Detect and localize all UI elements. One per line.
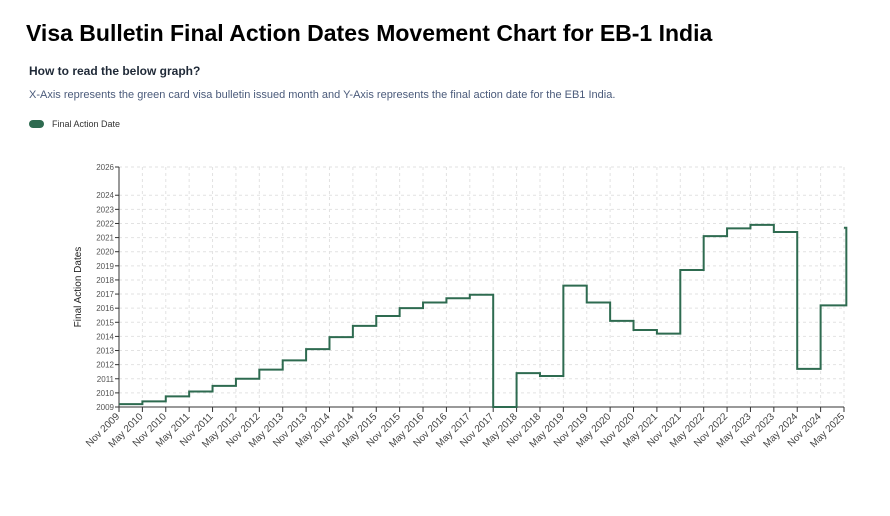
final-action-date-line — [119, 223, 848, 408]
y-tick-label: 2026 — [96, 163, 114, 172]
y-tick-label: 2024 — [96, 191, 114, 200]
y-tick-label: 2009 — [96, 403, 114, 412]
graph-description: X-Axis represents the green card visa bu… — [29, 89, 616, 101]
y-tick-label: 2022 — [96, 219, 114, 228]
y-tick-label: 2011 — [97, 375, 115, 384]
legend-label: Final Action Date — [52, 119, 121, 129]
page-title: Visa Bulletin Final Action Dates Movemen… — [26, 20, 713, 46]
y-tick-label: 2010 — [96, 389, 114, 398]
how-to-read-heading: How to read the below graph? — [29, 64, 201, 78]
y-tick-label: 2013 — [96, 347, 114, 356]
y-tick-label: 2017 — [96, 290, 114, 299]
y-tick-label: 2023 — [96, 205, 114, 214]
y-axis-title: Final Action Dates — [73, 247, 84, 328]
y-tick-label: 2021 — [96, 234, 114, 243]
y-tick-label: 2014 — [96, 332, 114, 341]
chart-legend[interactable]: Final Action Date — [29, 119, 120, 129]
y-tick-label: 2016 — [96, 304, 114, 313]
y-tick-label: 2018 — [96, 276, 114, 285]
y-tick-label: 2019 — [96, 262, 114, 271]
y-tick-label: 2020 — [96, 248, 114, 257]
y-tick-label: 2015 — [96, 318, 114, 327]
legend-swatch — [29, 120, 44, 128]
y-tick-label: 2012 — [96, 361, 114, 370]
